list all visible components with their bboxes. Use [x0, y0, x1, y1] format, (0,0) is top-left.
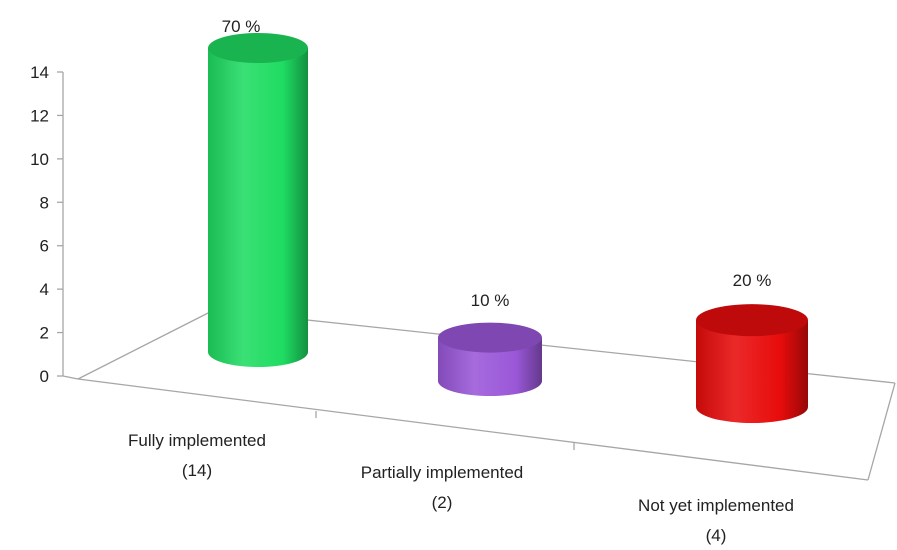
bar-top: [438, 323, 542, 353]
y-tick-label: 6: [40, 237, 49, 256]
axis-corner-line: [63, 376, 78, 379]
y-tick-label: 10: [30, 150, 49, 169]
bar-1: [438, 323, 542, 396]
bar-2: [696, 304, 808, 423]
bars: [208, 33, 808, 423]
bar-0: [208, 33, 308, 367]
category-label: Partially implemented: [361, 463, 524, 482]
category-label: Fully implemented: [128, 431, 266, 450]
y-tick-label: 0: [40, 367, 49, 386]
category-count-label: (2): [432, 493, 453, 512]
y-tick-label: 4: [40, 280, 49, 299]
data-label: 10 %: [471, 291, 510, 310]
bar-body: [208, 48, 308, 367]
data-label: 70 %: [222, 17, 261, 36]
y-tick-label: 12: [30, 106, 49, 125]
category-labels: Fully implemented (14) Partially implement…: [128, 431, 794, 545]
bar-top: [696, 304, 808, 336]
y-tick-label: 8: [40, 193, 49, 212]
bar-top: [208, 33, 308, 63]
floor-right-edge: [868, 383, 895, 480]
category-count-label: (4): [706, 526, 727, 545]
y-axis-ticks: 0 2 4 6 8 10 12 14: [30, 63, 63, 386]
y-tick-label: 14: [30, 63, 49, 82]
data-label: 20 %: [733, 271, 772, 290]
category-label: Not yet implemented: [638, 496, 794, 515]
category-count-label: (14): [182, 461, 212, 480]
y-tick-label: 2: [40, 324, 49, 343]
floor-left-edge: [78, 310, 214, 379]
